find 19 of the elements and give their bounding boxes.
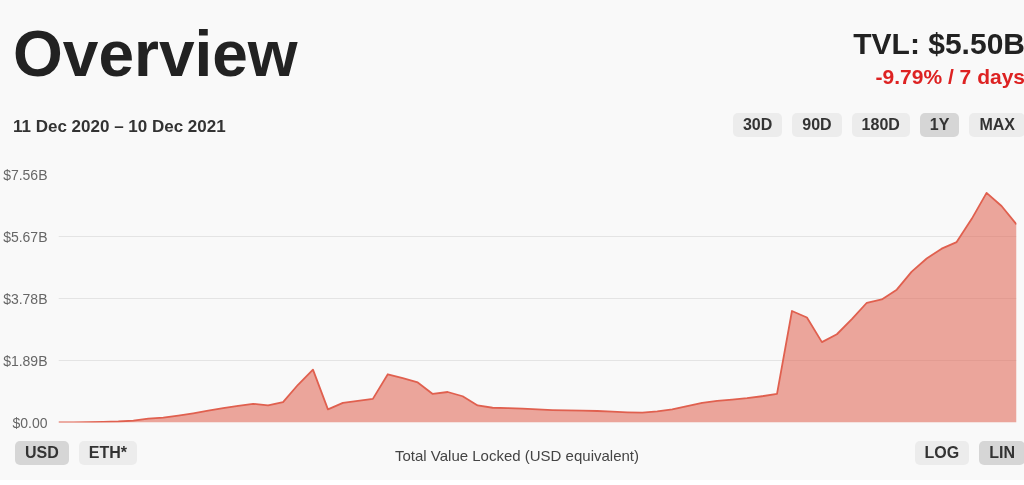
text: 30D	[732, 113, 783, 137]
text: 1Y	[919, 113, 960, 137]
text: 90D	[792, 113, 842, 137]
text: ETH*	[78, 441, 138, 465]
text: -9.79% / 7 days	[875, 65, 1024, 89]
y-tick-label: $7.56B	[3, 166, 48, 183]
y-tick-label: $5.67B	[3, 228, 48, 245]
text: LOG	[914, 441, 970, 465]
y-tick-label: $1.89B	[3, 352, 48, 369]
text: TVL: $5.50B	[853, 27, 1024, 61]
chart-subtitle: 11 Dec 2020 – 10 Dec 2021	[13, 117, 226, 137]
y-tick-label: $0.00	[12, 414, 48, 431]
y-tick-label: $3.78B	[3, 290, 48, 307]
text: MAX	[969, 113, 1024, 137]
text: LIN	[979, 441, 1024, 465]
chart-title: Overview	[13, 17, 298, 91]
x-axis-title: Total Value Locked (USD equivalent)	[394, 447, 640, 464]
text: 180D	[851, 113, 910, 137]
text: USD	[15, 441, 69, 465]
